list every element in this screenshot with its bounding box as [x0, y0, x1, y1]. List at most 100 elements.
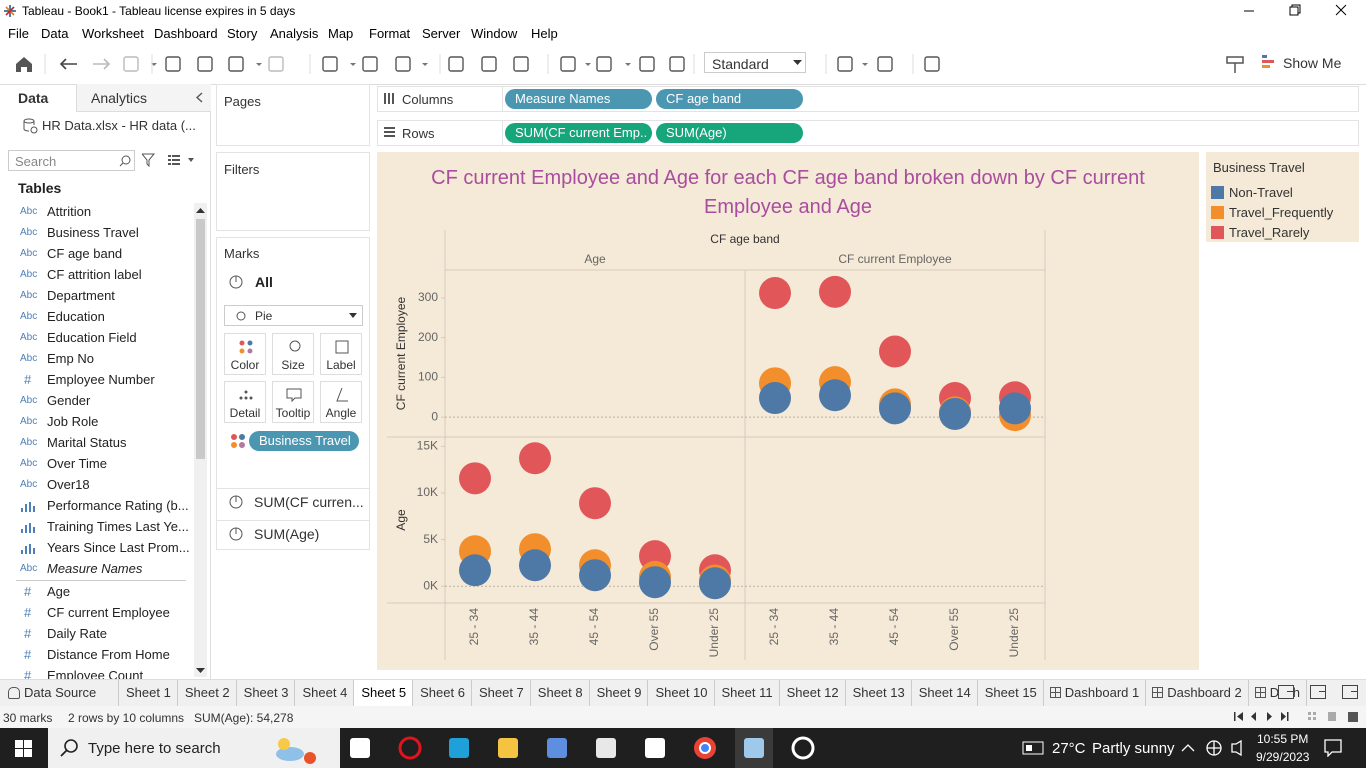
menu-item[interactable]: Window [471, 26, 518, 41]
tab-data[interactable]: Data [0, 84, 76, 112]
field-row[interactable]: Abc Department [0, 285, 190, 306]
toolbar-button[interactable] [596, 56, 612, 72]
filters-shelf[interactable]: Filters [216, 152, 370, 231]
dashboard-tab[interactable]: Dashboard 2 [1146, 680, 1249, 707]
row-pill[interactable]: SUM(Age) [656, 123, 803, 143]
toolbar-button[interactable] [837, 56, 853, 72]
highlight-icon[interactable] [1225, 54, 1245, 74]
toolbar-button[interactable] [669, 56, 685, 72]
toolbar-button[interactable] [59, 58, 77, 70]
row-pill[interactable]: SUM(CF current Emp.. [505, 123, 652, 143]
toolbar-button[interactable] [481, 56, 497, 72]
toolbar-button[interactable] [93, 58, 111, 70]
toolbar-button[interactable] [362, 56, 378, 72]
menu-item[interactable]: Analysis [270, 26, 319, 41]
window-controls[interactable] [1230, 0, 1366, 22]
datasource[interactable]: HR Data.xlsx - HR data (... [42, 118, 196, 133]
mark-type-dropdown[interactable]: Pie [224, 305, 363, 326]
column-pill[interactable]: CF age band [656, 89, 803, 109]
toolbar-button[interactable] [395, 56, 411, 72]
taskbar-app[interactable] [694, 737, 716, 759]
columns-shelf[interactable]: Columns Measure Names CF age band [377, 86, 1359, 112]
taskbar-app[interactable] [791, 736, 815, 760]
toolbar-button[interactable] [123, 56, 139, 72]
marks-button[interactable]: Label [320, 333, 362, 375]
toolbar-button[interactable] [560, 56, 576, 72]
toolbar-button[interactable] [513, 56, 529, 72]
status-controls[interactable] [1232, 711, 1362, 723]
data-source-tab[interactable]: Data Source [0, 680, 119, 707]
marks-measure[interactable]: SUM(CF curren... [254, 494, 364, 510]
marks-button[interactable]: Color [224, 333, 266, 375]
toolbar-button[interactable] [165, 56, 181, 72]
sheet-tab[interactable]: Sheet 15 [978, 680, 1044, 707]
legend-label[interactable]: Travel_Rarely [1229, 225, 1310, 240]
sheet-tab[interactable]: Sheet 5 [354, 680, 414, 707]
sheet-tab[interactable]: Sheet 12 [780, 680, 846, 707]
toolbar-button[interactable] [877, 56, 893, 72]
sheet-tab[interactable]: Sheet 10 [648, 680, 715, 707]
sheet-tab[interactable]: Sheet 11 [715, 680, 780, 707]
field-row[interactable]: Abc CF age band [0, 243, 190, 264]
dashboard-tab[interactable]: Dashboard 1 [1044, 680, 1147, 707]
show-me[interactable]: Show Me [1283, 55, 1342, 71]
field-row[interactable]: Abc Gender [0, 390, 190, 411]
field-row[interactable]: # Distance From Home [0, 644, 190, 665]
toolbar-button[interactable] [228, 56, 244, 72]
pane-tools[interactable] [142, 153, 196, 167]
pages-shelf[interactable]: Pages [216, 84, 370, 146]
field-row[interactable]: # Daily Rate [0, 623, 190, 644]
field-row[interactable]: # Employee Count [0, 665, 190, 679]
new-sheet-button[interactable] [1278, 685, 1294, 699]
field-row[interactable]: Abc Emp No [0, 348, 190, 369]
field-row[interactable]: # CF current Employee [0, 602, 190, 623]
menu-item[interactable]: Dashboard [154, 26, 218, 41]
sheet-tab[interactable]: Sheet 8 [531, 680, 590, 707]
taskbar-app[interactable] [498, 738, 518, 758]
menu-item[interactable]: Story [227, 26, 258, 41]
field-row[interactable]: Years Since Last Prom... [0, 537, 190, 558]
taskbar-app[interactable] [645, 738, 665, 758]
scroll-thumb[interactable] [196, 219, 205, 459]
marks-measure[interactable]: SUM(Age) [254, 526, 320, 542]
menu-item[interactable]: Worksheet [82, 26, 144, 41]
field-row[interactable]: Abc Measure Names [0, 558, 190, 579]
search-box[interactable]: Search [8, 150, 135, 171]
taskbar-app[interactable] [547, 738, 567, 758]
field-row[interactable]: Abc Attrition [0, 201, 190, 222]
field-row[interactable]: Abc Business Travel [0, 222, 190, 243]
field-row[interactable]: Abc Education [0, 306, 190, 327]
sheet-tab[interactable]: Sheet 3 [237, 680, 296, 707]
start-button[interactable] [15, 740, 33, 758]
tray-icons[interactable] [1180, 740, 1250, 756]
menu-item[interactable]: Map [328, 26, 354, 41]
field-row[interactable]: Performance Rating (b... [0, 495, 190, 516]
taskbar-app[interactable] [596, 738, 616, 758]
toolbar-button[interactable] [322, 56, 338, 72]
sheet-tab[interactable]: Sheet 4 [295, 680, 355, 707]
marks-button[interactable]: Size [272, 333, 314, 375]
toolbar-button[interactable] [924, 56, 940, 72]
toolbar-button[interactable] [268, 56, 284, 72]
legend-label[interactable]: Travel_Frequently [1229, 205, 1334, 220]
field-row[interactable]: Abc CF attrition label [0, 264, 190, 285]
toolbar-button[interactable] [639, 56, 655, 72]
field-row[interactable]: Abc Job Role [0, 411, 190, 432]
new-sheet-button[interactable] [1310, 685, 1326, 699]
toolbar-button[interactable] [16, 57, 32, 72]
toolbar-button[interactable] [448, 56, 464, 72]
notifications[interactable] [1324, 739, 1342, 757]
field-row[interactable]: # Employee Number [0, 369, 190, 390]
sheet-tab[interactable]: Sheet 1 [119, 680, 178, 707]
sheet-tab[interactable]: Sheet 6 [413, 680, 472, 707]
taskbar-app[interactable] [744, 738, 764, 758]
toolbar-button[interactable] [197, 56, 213, 72]
legend-label[interactable]: Non-Travel [1229, 185, 1293, 200]
menu-item[interactable]: Data [41, 26, 69, 41]
menu-item[interactable]: Help [531, 26, 558, 41]
marks-button[interactable]: Angle [320, 381, 362, 423]
collapse-icon[interactable] [195, 92, 203, 103]
taskbar-app[interactable] [398, 736, 422, 760]
sheet-tab[interactable]: Sheet 7 [472, 680, 531, 707]
sheet-tab[interactable]: Sheet 2 [178, 680, 237, 707]
